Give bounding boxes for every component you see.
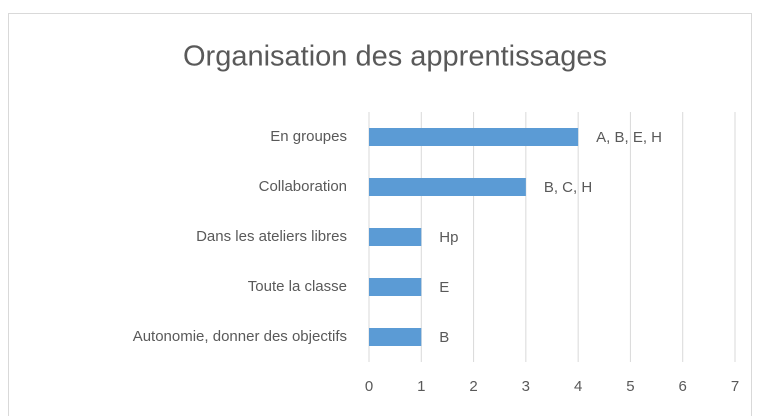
y-tick-label: En groupes: [270, 128, 347, 145]
bar: [369, 128, 579, 146]
y-tick-label: Collaboration: [259, 178, 347, 195]
value-label: B: [439, 329, 449, 346]
y-tick-label: Toute la classe: [248, 278, 347, 295]
y-tick-label: Autonomie, donner des objectifs: [133, 328, 347, 345]
value-label: Hp: [439, 229, 458, 246]
value-label: B, C, H: [544, 179, 592, 196]
bar: [369, 328, 422, 346]
y-tick-label: Dans les ateliers libres: [196, 228, 347, 245]
bar: [369, 278, 422, 296]
value-label: A, B, E, H: [596, 129, 662, 146]
chart-frame: [8, 13, 752, 416]
x-tick-label: 5: [626, 378, 634, 395]
value-label: E: [439, 279, 449, 296]
x-tick-label: 1: [417, 378, 425, 395]
x-tick-label: 3: [522, 378, 530, 395]
bar: [369, 178, 526, 196]
x-tick-label: 4: [574, 378, 582, 395]
x-tick-label: 0: [365, 378, 373, 395]
bar: [369, 228, 422, 246]
x-tick-label: 2: [469, 378, 477, 395]
x-tick-label: 6: [679, 378, 687, 395]
chart-title: Organisation des apprentissages: [183, 41, 607, 73]
x-tick-label: 7: [731, 378, 739, 395]
